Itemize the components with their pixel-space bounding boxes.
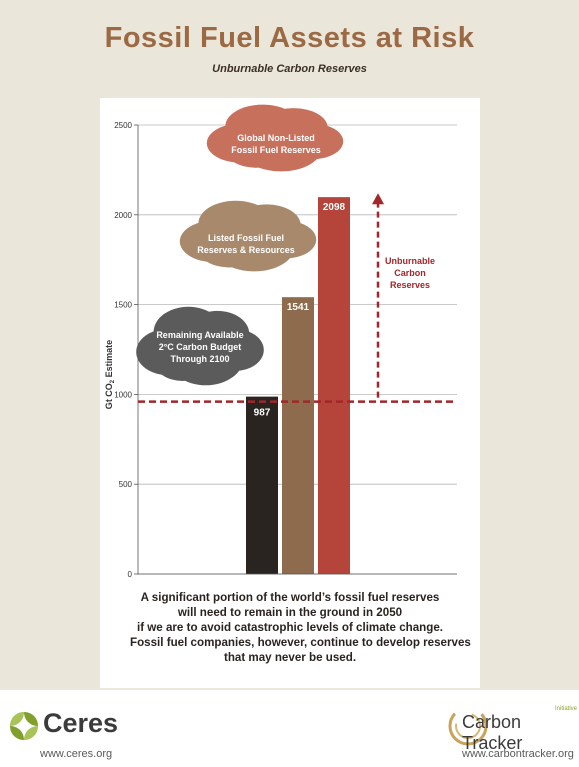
caption-line: if we are to avoid catastrophic levels o…: [136, 621, 444, 634]
y-tick-label: 500: [119, 480, 133, 489]
bar-value-label: 1541: [287, 302, 310, 313]
page-subtitle: Unburnable Carbon Reserves: [212, 63, 367, 75]
cloud-puff: [153, 339, 212, 381]
ceres-logo-text: Ceres: [43, 708, 119, 738]
page-title: Fossil Fuel Assets at Risk: [104, 22, 475, 54]
footer: Ceres www.ceres.org Carbon Tracker Initi…: [0, 690, 579, 767]
cloud-puff: [198, 229, 261, 268]
y-tick-label: 1500: [114, 301, 132, 310]
cloud-puff: [225, 132, 288, 168]
carbon-tracker-ring-icon: [448, 706, 488, 746]
y-axis-label: Gt CO2 Estimate: [104, 340, 116, 409]
y-tick-label: 1000: [114, 390, 132, 399]
cloud-label-budget: Remaining Available: [156, 330, 243, 340]
unburnable-label: Unburnable: [385, 256, 435, 266]
caption-line: will need to remain in the ground in 205…: [177, 606, 403, 619]
unburnable-arrow-head: [372, 193, 384, 205]
caption-line: that may never be used.: [223, 651, 357, 664]
unburnable-label: Reserves: [390, 280, 430, 290]
cloud-budget: [136, 306, 264, 386]
bar: [282, 297, 314, 574]
unburnable-label: Carbon: [394, 268, 426, 278]
bar-value-label: 2098: [323, 202, 346, 213]
chart: 0 500 1000 1500 2000 2500 Gt CO2 Estimate 987 15…: [104, 104, 457, 579]
carbon-tracker-url[interactable]: www.carbontracker.org: [462, 748, 574, 760]
caption: A significant portion of the world’s fos…: [130, 590, 471, 665]
chart-panel: 0 500 1000 1500 2000 2500 Gt CO2 Estimate 987 15…: [100, 98, 480, 688]
y-tick-label: 2000: [114, 211, 132, 220]
carbon-tracker-initiative: Initiative: [555, 706, 578, 712]
y-tick-label: 0: [128, 570, 133, 579]
cloud-label-nonlisted: Global Non-Listed: [237, 133, 315, 143]
ceres-leaf-icon: [10, 712, 38, 740]
carbon-tracker-logo-text: Carbon Tracker: [462, 712, 523, 753]
bar-value-label: 987: [254, 408, 271, 419]
cloud-nonlisted: [206, 104, 344, 172]
cloud-label-listed: Reserves & Resources: [197, 245, 295, 255]
caption-line: Fossil fuel companies, however, continue…: [130, 636, 471, 649]
ceres-url[interactable]: www.ceres.org: [40, 748, 113, 760]
cloud-listed: [179, 200, 317, 272]
bar: [246, 396, 278, 574]
caption-line: A significant portion of the world’s fos…: [140, 591, 440, 604]
cloud-label-budget: 2°C Carbon Budget: [159, 342, 242, 352]
cloud-label-listed: Listed Fossil Fuel: [208, 233, 284, 243]
bar: [318, 197, 350, 574]
cloud-label-nonlisted: Fossil Fuel Reserves: [231, 145, 321, 155]
cloud-label-budget: Through 2100: [170, 354, 229, 364]
y-tick-label: 2500: [114, 121, 132, 130]
